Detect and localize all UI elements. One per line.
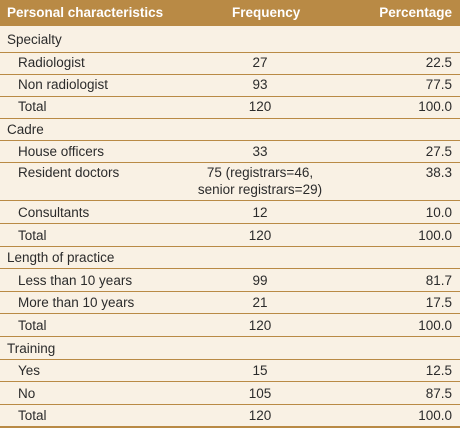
row-divider xyxy=(0,223,460,224)
row-label: More than 10 years xyxy=(18,295,135,310)
section-label: Cadre xyxy=(7,122,44,137)
row-divider xyxy=(0,381,460,382)
row-divider xyxy=(0,359,460,360)
row-percentage: 100.0 xyxy=(418,228,452,243)
row-frequency: 27 xyxy=(252,55,268,70)
row-label: No xyxy=(18,386,36,401)
row-percentage: 77.5 xyxy=(425,77,452,92)
row-percentage: 27.5 xyxy=(425,144,452,159)
row-label: Resident doctors xyxy=(18,165,120,180)
row-percentage: 12.5 xyxy=(425,363,452,378)
row-frequency: 99 xyxy=(252,273,268,288)
header-personal-characteristics: Personal characteristics xyxy=(7,5,164,20)
row-percentage: 100.0 xyxy=(418,408,452,423)
row-divider xyxy=(0,96,460,97)
header-frequency: Frequency xyxy=(232,5,301,20)
row-label: Yes xyxy=(18,363,41,378)
row-divider xyxy=(0,200,460,201)
table-bottom-rule xyxy=(0,426,460,428)
table-header: Personal characteristics Frequency Perce… xyxy=(0,0,460,26)
row-percentage: 100.0 xyxy=(418,99,452,114)
row-percentage: 87.5 xyxy=(425,386,452,401)
row-frequency-detail: senior registrars=29) xyxy=(197,182,323,197)
row-frequency: 21 xyxy=(252,295,268,310)
row-label: Less than 10 years xyxy=(18,273,133,288)
row-divider xyxy=(0,52,460,53)
row-divider xyxy=(0,118,460,119)
row-label: House officers xyxy=(18,144,105,159)
row-frequency: 75 (registrars=46, xyxy=(206,165,314,180)
row-percentage: 22.5 xyxy=(425,55,452,70)
row-divider xyxy=(0,404,460,405)
row-label: Total xyxy=(18,408,47,423)
row-divider xyxy=(0,162,460,163)
row-frequency: 15 xyxy=(252,363,268,378)
section-label: Specialty xyxy=(7,32,62,47)
row-label: Total xyxy=(18,99,47,114)
row-percentage: 10.0 xyxy=(425,205,452,220)
row-divider xyxy=(0,246,460,247)
row-label: Radiologist xyxy=(18,55,85,70)
row-frequency: 33 xyxy=(252,144,268,159)
row-label: Non radiologist xyxy=(18,77,109,92)
section-label: Training xyxy=(7,341,56,356)
row-frequency: 120 xyxy=(248,318,272,333)
section-label: Length of practice xyxy=(7,250,115,265)
row-divider xyxy=(0,268,460,269)
row-divider xyxy=(0,140,460,141)
row-frequency: 12 xyxy=(252,205,268,220)
row-frequency: 120 xyxy=(248,408,272,423)
row-percentage: 81.7 xyxy=(425,273,452,288)
row-frequency: 120 xyxy=(248,99,272,114)
row-percentage: 17.5 xyxy=(425,295,452,310)
row-label: Consultants xyxy=(18,205,90,220)
row-label: Total xyxy=(18,318,47,333)
row-frequency: 120 xyxy=(248,228,272,243)
row-frequency: 93 xyxy=(252,77,268,92)
row-divider xyxy=(0,313,460,314)
row-label: Total xyxy=(18,228,47,243)
row-divider xyxy=(0,74,460,75)
row-divider xyxy=(0,336,460,337)
row-percentage: 38.3 xyxy=(425,165,452,180)
row-percentage: 100.0 xyxy=(418,318,452,333)
row-frequency: 105 xyxy=(248,386,272,401)
header-percentage: Percentage xyxy=(379,5,452,20)
row-divider xyxy=(0,291,460,292)
